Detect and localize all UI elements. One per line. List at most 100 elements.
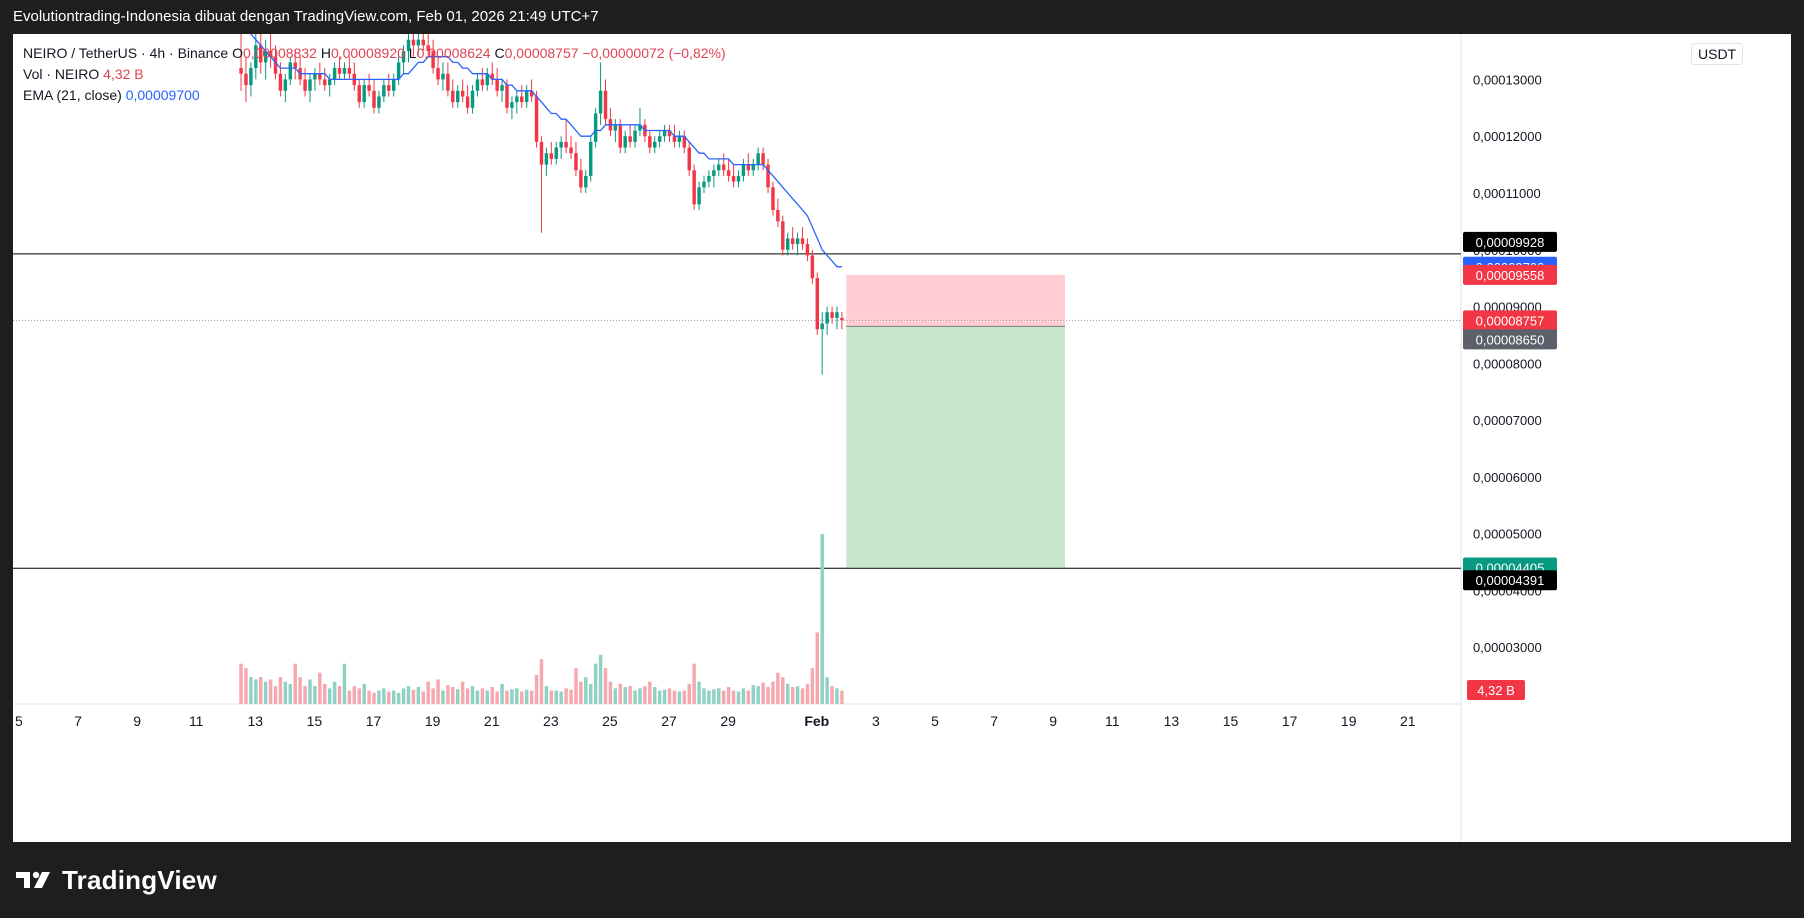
candle[interactable] [357,79,361,108]
candle[interactable] [387,73,391,97]
candle[interactable] [377,90,381,114]
candle[interactable] [564,119,568,154]
candle[interactable] [574,141,578,176]
candle[interactable] [584,170,588,193]
candle[interactable] [677,130,682,148]
candle[interactable] [795,232,800,256]
candle[interactable] [254,34,258,80]
candle[interactable] [308,73,312,103]
candle[interactable] [303,68,307,97]
candle[interactable] [259,34,263,74]
candle[interactable] [313,68,317,91]
legend-symbol[interactable]: NEIRO / TetherUS · 4h · Binance [23,45,229,61]
candle[interactable] [500,79,504,103]
candle[interactable] [781,215,785,256]
candle[interactable] [451,79,455,108]
candle[interactable] [327,73,332,97]
candle[interactable] [741,158,746,182]
candle[interactable] [653,136,657,154]
candle[interactable] [638,107,642,137]
candle[interactable] [702,175,706,193]
candle[interactable] [613,119,618,142]
candle[interactable] [751,158,755,176]
legend-volume-label[interactable]: Vol · NEIRO [23,66,100,82]
legend-ema-label[interactable]: EMA (21, close) [23,87,122,103]
candle[interactable] [805,238,810,262]
candle[interactable] [544,147,549,176]
candle[interactable] [736,170,741,188]
candle[interactable] [559,136,563,159]
candle[interactable] [382,79,386,103]
candle[interactable] [510,96,514,120]
candle[interactable] [648,130,652,154]
stop-loss-zone[interactable] [846,274,1066,327]
candle[interactable] [815,272,820,335]
candle[interactable] [391,73,396,97]
candle[interactable] [707,170,711,188]
candle[interactable] [756,147,760,171]
candle[interactable] [731,164,736,188]
candle[interactable] [776,198,780,228]
candle[interactable] [347,56,352,80]
candle[interactable] [362,79,366,108]
candle[interactable] [771,181,775,216]
candle[interactable] [332,62,337,86]
candle[interactable] [623,130,627,154]
candle[interactable] [495,68,499,97]
candle[interactable] [761,147,765,171]
candle[interactable] [579,158,583,193]
candle[interactable] [337,56,342,80]
candle[interactable] [475,73,480,97]
candle[interactable] [835,306,839,330]
candle[interactable] [293,51,297,80]
candle[interactable] [569,136,573,159]
candle[interactable] [283,73,288,103]
candle[interactable] [588,136,593,182]
candle[interactable] [766,158,770,193]
candle[interactable] [682,130,687,154]
candle[interactable] [593,107,598,148]
candle[interactable] [441,62,445,91]
candle[interactable] [549,141,554,165]
candle[interactable] [721,153,726,176]
candle[interactable] [687,141,691,176]
candle[interactable] [239,34,243,91]
candle[interactable] [244,56,248,103]
candle[interactable] [396,56,401,86]
candle[interactable] [840,312,844,330]
currency-selector[interactable]: USDT [1691,43,1744,65]
candle[interactable] [460,79,465,103]
candle[interactable] [712,164,716,188]
candle[interactable] [825,306,829,335]
candle[interactable] [520,85,524,108]
candle[interactable] [288,56,293,86]
candle[interactable] [367,73,371,97]
candle[interactable] [421,34,425,52]
take-profit-zone[interactable] [846,326,1066,568]
candle[interactable] [470,85,475,114]
candle[interactable] [697,181,701,211]
candle[interactable] [436,56,440,86]
candle[interactable] [515,90,519,114]
candle[interactable] [692,164,696,211]
candle[interactable] [490,62,494,86]
candle[interactable] [406,34,411,63]
candle[interactable] [667,124,672,142]
candle[interactable] [249,62,253,97]
candle[interactable] [446,62,450,97]
candle[interactable] [603,79,608,125]
candle[interactable] [416,34,421,57]
candle[interactable] [401,45,406,74]
candle[interactable] [717,158,721,176]
candle[interactable] [411,34,416,57]
candle[interactable] [539,136,544,233]
candle[interactable] [662,124,667,142]
candle[interactable] [263,39,268,80]
candle[interactable] [534,90,539,148]
candle[interactable] [726,158,731,182]
candle[interactable] [268,34,273,69]
candle[interactable] [628,124,632,148]
candle[interactable] [598,62,603,125]
candle[interactable] [633,124,637,148]
ema-line[interactable] [241,34,842,268]
